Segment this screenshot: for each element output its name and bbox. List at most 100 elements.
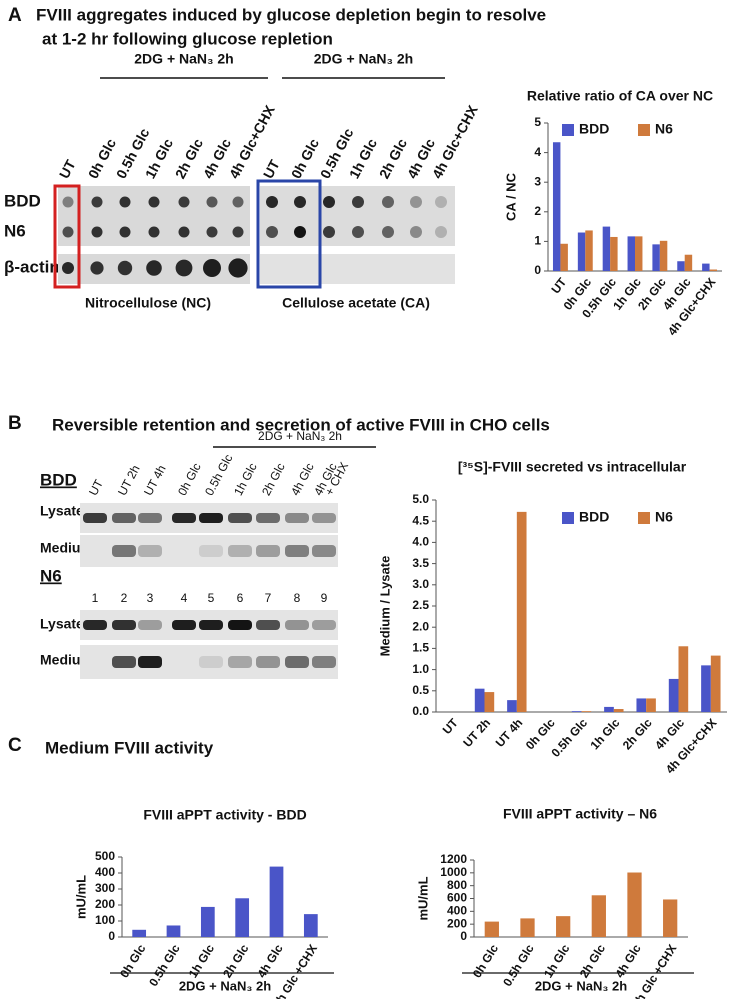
blot-dot [435, 226, 447, 238]
y-tick-label: 4.5 [412, 513, 429, 527]
panel-label: A [8, 5, 22, 26]
bar [585, 230, 593, 271]
y-tick-label: 1200 [440, 852, 467, 866]
blot-band [312, 656, 336, 668]
y-tick-label: 5.0 [412, 492, 429, 506]
bar [520, 918, 535, 937]
blot-dot [178, 226, 190, 238]
blot-dot [91, 196, 103, 208]
x-tick-label: 4h Glc [254, 942, 285, 981]
blot-band [228, 545, 252, 557]
blot-band [285, 620, 309, 630]
panel-title: Medium FVIII activity [45, 738, 214, 757]
blot-band [285, 545, 309, 557]
blot-dot [91, 226, 103, 238]
blot-dot [382, 196, 394, 208]
lane-number: 9 [321, 591, 328, 605]
bar [635, 236, 643, 271]
bar [235, 898, 250, 937]
y-tick-label: 300 [95, 881, 115, 895]
y-tick-label: 500 [95, 849, 115, 863]
bar [677, 261, 685, 271]
x-tick-label: 4h Glc [612, 942, 643, 981]
bar [678, 646, 689, 712]
bar [200, 906, 215, 937]
bar [668, 678, 679, 712]
x-tick-label: 0h Glc [117, 942, 148, 981]
blot-band [83, 620, 107, 630]
x-tick-label: 1h Glc [541, 942, 572, 981]
blot-band [138, 620, 162, 630]
lane-number: 3 [147, 591, 154, 605]
blot-dot [117, 260, 133, 276]
section-label: N6 [40, 566, 62, 585]
blot-band [138, 656, 162, 668]
bar [684, 254, 693, 271]
blot-dot [62, 226, 74, 238]
membrane-label: Cellulose acetate (CA) [282, 295, 430, 311]
lane-label: UT [86, 477, 106, 498]
blot-dot [148, 196, 160, 208]
blot-dot [119, 226, 131, 238]
blot-band [285, 513, 309, 523]
bar [474, 688, 485, 712]
y-axis-label: mU/mL [415, 876, 430, 920]
blot-band [112, 513, 136, 523]
bar [166, 925, 181, 937]
lane-label: 1h Glc [231, 461, 260, 498]
blot-band [199, 656, 223, 668]
bar [709, 269, 718, 271]
lane-number: 4 [181, 591, 188, 605]
x-tick-label: UT 4h [493, 716, 526, 750]
bar [701, 665, 711, 712]
x-tick-label: 0h Glc [470, 942, 501, 981]
bar [132, 929, 147, 937]
bar [577, 232, 586, 271]
row-label: N6 [4, 221, 26, 240]
y-tick-label: 0 [534, 263, 541, 277]
bar [613, 709, 624, 712]
blot-band [256, 513, 280, 523]
y-axis-label: Medium / Lysate [377, 556, 392, 657]
blot-band [312, 513, 336, 523]
bar [663, 899, 678, 937]
lane-number: 7 [265, 591, 272, 605]
y-tick-label: 0.0 [412, 704, 429, 718]
legend-swatch [562, 512, 574, 524]
highlight-box [53, 184, 81, 289]
lane-label: UT 2h [115, 463, 143, 498]
bar [610, 236, 618, 271]
x-tick-label: UT 2h [460, 716, 493, 750]
bar [581, 711, 592, 712]
bar [627, 872, 642, 937]
blot-band [312, 620, 336, 630]
blot-band [199, 513, 223, 523]
blot-band [83, 513, 107, 523]
bar [556, 916, 571, 937]
treatment-header: 2DG + NaN₃ 2h [314, 51, 413, 67]
bar [571, 711, 582, 712]
x-tick-label: 0.5h Glc [500, 942, 537, 989]
panel-label: C [8, 735, 22, 756]
legend-label: BDD [579, 121, 609, 137]
blot-band [112, 620, 136, 630]
blot-band [256, 656, 280, 668]
y-axis-label: CA / NC [503, 172, 518, 221]
bar [484, 692, 495, 712]
bar [636, 698, 647, 712]
section-label: BDD [40, 470, 77, 489]
x-tick-label: UT [440, 715, 462, 737]
bar [627, 236, 635, 271]
lane-number: 8 [294, 591, 301, 605]
blot-band [172, 620, 196, 630]
lane-number: 6 [237, 591, 244, 605]
lane-label: 0h Glc [175, 461, 204, 498]
y-tick-label: 2 [534, 204, 541, 218]
blot-band [256, 620, 280, 630]
bar [646, 698, 656, 712]
panel-label: B [8, 413, 22, 434]
x-tick-label: 2h Glc [220, 942, 251, 981]
panel-title: Reversible retention and secretion of ac… [52, 415, 550, 434]
y-tick-label: 400 [95, 865, 115, 879]
blot-band [199, 620, 223, 630]
